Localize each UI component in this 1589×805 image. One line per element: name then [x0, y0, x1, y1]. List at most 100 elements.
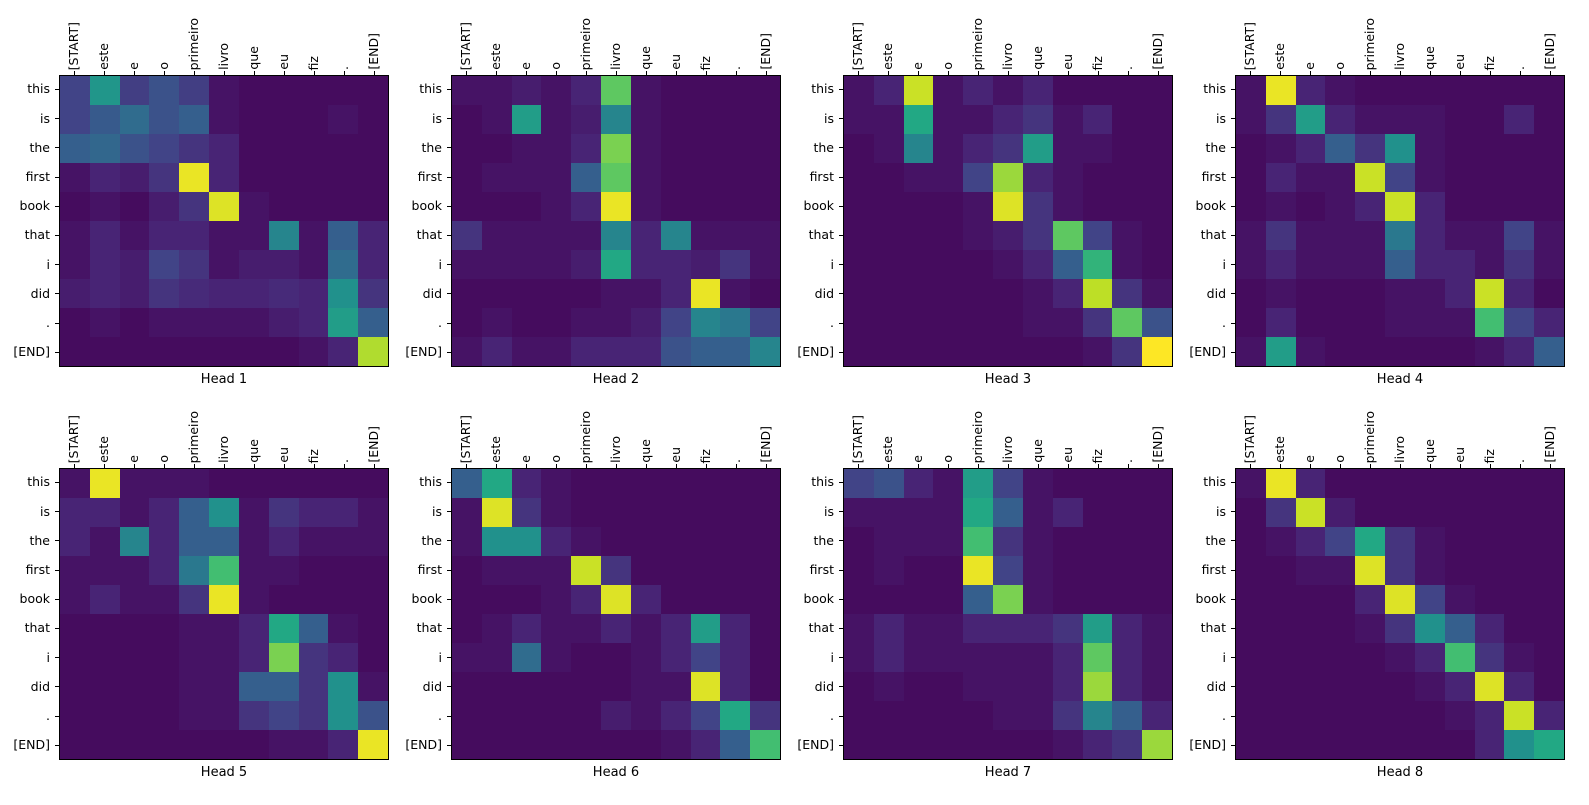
heatmap-cell — [209, 76, 239, 105]
heatmap-cell — [119, 498, 150, 527]
x-axis-tick-labels: [START] este e o primeiro livro que eu fiz. [END] — [451, 8, 781, 70]
y-tick-label: is — [432, 110, 442, 126]
y-tick-mark — [1231, 540, 1235, 542]
y-tick-mark — [1231, 657, 1235, 659]
heatmap-cell — [903, 221, 934, 250]
x-axis-tick-labels: [START] este e o primeiro livro que eu fiz. [END] — [1235, 401, 1565, 463]
heatmap-cell — [903, 527, 934, 556]
heatmap-cell — [1474, 614, 1505, 643]
heatmap-cell — [873, 614, 904, 643]
x-tick-label-cell: [START] — [1235, 8, 1265, 70]
heatmap-cell — [1385, 134, 1415, 163]
y-tick-label: [END] — [405, 344, 442, 360]
heatmap-cell — [873, 701, 904, 730]
x-tick-label-cell: livro — [993, 401, 1023, 463]
x-tick-label: [START] — [65, 21, 81, 70]
heatmap-cell — [660, 701, 691, 730]
x-tick-label-cell: eu — [269, 8, 299, 70]
subplot-title: Head 7 — [984, 765, 1032, 780]
y-tick-label: first — [809, 561, 834, 577]
heatmap-cell — [1474, 163, 1505, 192]
heatmap-cell — [1112, 730, 1143, 759]
heatmap-cell — [1265, 76, 1296, 105]
heatmap-cell — [1325, 643, 1356, 672]
heatmap-cell — [452, 279, 482, 308]
heatmap-cell — [630, 250, 661, 279]
x-tick-mark — [525, 464, 527, 468]
x-tick-label: fiz — [305, 55, 321, 70]
heatmap-cell — [1474, 105, 1505, 134]
heatmap-cell — [1355, 76, 1386, 105]
heatmap-cell — [1082, 498, 1113, 527]
heatmap-cell — [1142, 643, 1172, 672]
heatmap-cell — [601, 556, 631, 585]
heatmap-cell — [903, 498, 934, 527]
attention-heatmap-head-7 — [843, 468, 1173, 760]
y-tick-label: first — [25, 561, 50, 577]
heatmap-cell — [873, 643, 904, 672]
heatmap-cell — [1236, 730, 1266, 759]
heatmap-cell — [1112, 221, 1143, 250]
y-tick-label: that — [24, 227, 50, 243]
heatmap-cell — [1534, 250, 1564, 279]
heatmap-cell — [149, 730, 180, 759]
heatmap-cell — [1112, 134, 1143, 163]
heatmap-cell — [1474, 469, 1505, 498]
heatmap-cell — [358, 221, 388, 250]
heatmap-cell — [358, 250, 388, 279]
x-axis-tick-labels: [START] este e o primeiro livro que eu fiz. [END] — [843, 8, 1173, 70]
heatmap-cell — [358, 556, 388, 585]
heatmap-cell — [1236, 614, 1266, 643]
heatmap-cell — [149, 279, 180, 308]
heatmap-cell — [179, 308, 210, 337]
x-tick-mark — [133, 464, 135, 468]
heatmap-cell — [328, 134, 359, 163]
y-tick-mark — [447, 264, 451, 266]
y-tick-label: book — [411, 591, 442, 607]
heatmap-cell — [571, 643, 602, 672]
heatmap-cell — [1082, 134, 1113, 163]
heatmap-cell — [238, 221, 269, 250]
heatmap-cell — [1325, 585, 1356, 614]
heatmap-cell — [541, 308, 572, 337]
x-tick-mark — [1339, 71, 1341, 75]
heatmap-cell — [1504, 163, 1535, 192]
heatmap-cell — [541, 192, 572, 221]
y-tick-mark — [1231, 511, 1235, 513]
x-tick-mark — [1067, 464, 1069, 468]
heatmap-cell — [720, 556, 751, 585]
x-tick-label-cell: o — [541, 401, 571, 463]
heatmap-cell — [179, 134, 210, 163]
heatmap-cell — [1474, 308, 1505, 337]
heatmap-cell — [209, 614, 239, 643]
heatmap-cell — [1142, 469, 1172, 498]
heatmap-cell — [571, 498, 602, 527]
heatmap-cell — [690, 134, 721, 163]
y-axis-tick-marks — [1230, 468, 1235, 760]
x-tick-mark — [1279, 71, 1281, 75]
x-tick-label: [START] — [1241, 414, 1257, 463]
y-tick-label: is — [824, 110, 834, 126]
heatmap-cell — [1142, 556, 1172, 585]
heatmap-cell — [903, 76, 934, 105]
heatmap-cell — [511, 279, 542, 308]
heatmap-cell — [1265, 134, 1296, 163]
heatmap-cell — [149, 556, 180, 585]
x-tick-mark — [133, 71, 135, 75]
heatmap-cell — [89, 76, 120, 105]
heatmap-cell — [660, 585, 691, 614]
heatmap-cell — [1082, 337, 1113, 366]
heatmap-cell — [933, 192, 964, 221]
x-tick-label: o — [547, 455, 563, 463]
heatmap-cell — [60, 614, 90, 643]
heatmap-cell — [358, 672, 388, 701]
heatmap-cell — [1534, 76, 1564, 105]
heatmap-cell — [1052, 163, 1083, 192]
x-tick-mark — [555, 464, 557, 468]
heatmap-cell — [1236, 250, 1266, 279]
heatmap-cell — [1052, 730, 1083, 759]
heatmap-cell — [963, 76, 994, 105]
x-tick-label-cell: o — [933, 8, 963, 70]
heatmap-cell — [452, 134, 482, 163]
heatmap-cell — [1504, 308, 1535, 337]
